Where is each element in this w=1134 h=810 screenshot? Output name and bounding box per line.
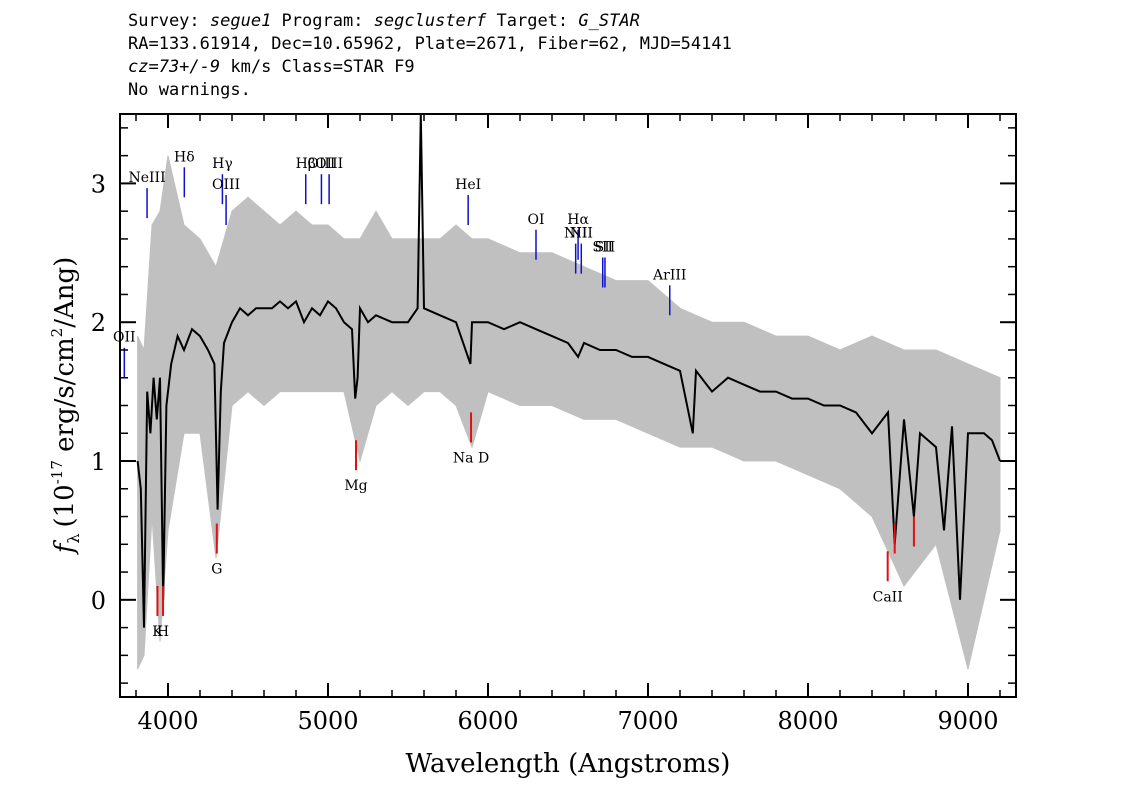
x-tick-label: 8000 bbox=[777, 707, 838, 735]
survey-label: Survey: bbox=[128, 11, 210, 31]
emission-line-label: NII bbox=[564, 226, 587, 242]
emission-line-label: SII bbox=[592, 240, 613, 256]
absorption-line-label: K bbox=[152, 624, 163, 640]
emission-line-label: OIII bbox=[212, 177, 240, 193]
target-label: Target: bbox=[486, 11, 579, 31]
absorption-line-label: Na D bbox=[453, 450, 489, 466]
header-line-1: Survey: segue1 Program: segclusterf Targ… bbox=[128, 10, 732, 33]
flux-series-line bbox=[136, 114, 1001, 628]
x-tick-label: 5000 bbox=[297, 707, 358, 735]
absorption-line-label: H bbox=[157, 624, 169, 640]
emission-line-label: NII bbox=[570, 226, 593, 242]
x-tick-label: 9000 bbox=[937, 707, 998, 735]
error-band-layer bbox=[137, 155, 1001, 670]
axes-layer: 4000 5000 6000 7000 8000 9000 0 1 2 3 bbox=[91, 114, 1016, 735]
x-tick-label: 4000 bbox=[137, 707, 198, 735]
emission-line-label: OI bbox=[527, 212, 544, 228]
emission-line-label: OIII bbox=[315, 156, 343, 172]
emission-line-label: Hβ bbox=[296, 156, 316, 172]
y-tick-label: 0 bbox=[91, 587, 106, 615]
header-line-3: cz=73+/-9 km/s Class=STAR F9 bbox=[128, 56, 732, 79]
error-band bbox=[137, 155, 1001, 670]
y-axis-label: fλ(10-17 erg/s/cm2/Ang) bbox=[48, 257, 83, 556]
program-label: Program: bbox=[271, 11, 374, 31]
emission-line-label: Hα bbox=[567, 212, 589, 228]
redshift-value: cz=73+/-9 bbox=[128, 57, 221, 77]
emission-line-label: HeI bbox=[455, 177, 481, 193]
header-line-4: No warnings. bbox=[128, 80, 251, 100]
spectrum-header: Survey: segue1 Program: segclusterf Targ… bbox=[128, 10, 732, 102]
emission-line-label: SII bbox=[595, 240, 616, 256]
absorption-line-label: G bbox=[211, 561, 222, 577]
survey-value: segue1 bbox=[209, 11, 272, 31]
y-tick-label: 2 bbox=[91, 309, 106, 337]
x-tick-label: 6000 bbox=[457, 707, 518, 735]
y-tick-label: 1 bbox=[91, 448, 106, 476]
emission-line-label: NeIII bbox=[128, 170, 165, 186]
header-line-2: RA=133.61914, Dec=10.65962, Plate=2671, … bbox=[128, 34, 732, 54]
emission-line-label: Hγ bbox=[212, 156, 233, 172]
class-value: km/s Class=STAR F9 bbox=[220, 57, 415, 77]
program-value: segclusterf bbox=[373, 11, 487, 31]
absorption-line-label: Mg bbox=[344, 478, 367, 494]
x-tick-label: 7000 bbox=[617, 707, 678, 735]
x-axis-label: Wavelength (Angstroms) bbox=[406, 749, 731, 779]
emission-line-label: ArIII bbox=[652, 267, 686, 283]
flux-layer bbox=[136, 114, 1001, 628]
emission-line-label: OIII bbox=[307, 156, 335, 172]
y-tick-label: 3 bbox=[91, 170, 106, 198]
emission-line-label: OII bbox=[113, 330, 136, 346]
target-value: G_STAR bbox=[578, 11, 640, 31]
absorption-line-label: CaII bbox=[873, 589, 903, 605]
emission-line-label: Hδ bbox=[174, 149, 195, 165]
